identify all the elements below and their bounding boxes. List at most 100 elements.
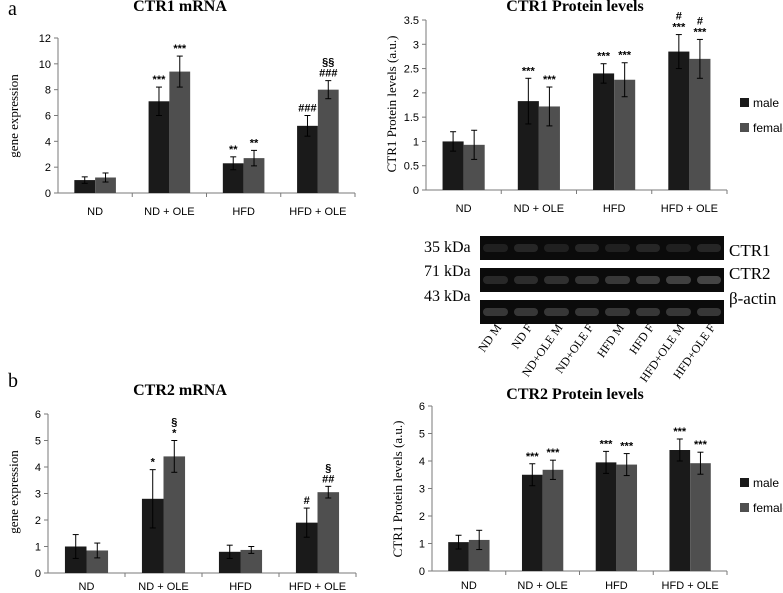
y-tick-label: 2 [35,515,41,527]
x-category-label: HFD + OLE [662,580,719,592]
blot-band [544,308,569,316]
blot-band [513,276,538,284]
bar [542,469,564,571]
legend-swatch [740,98,749,107]
y-tick-label: 0 [419,566,425,578]
panel-label-a: a [8,0,17,20]
blot-band [483,308,508,316]
blot-band [574,276,599,284]
blot-band [574,244,599,252]
chart-ctr2-protein: 0 1 2 3 4 5 6 CTR1 Protein levels (a.u.) ND ND + … [390,401,783,592]
significance-label: ### [298,103,316,115]
y-tick-label: 10 [39,59,51,71]
significance-label: §§ [322,57,334,69]
chart-title-ctr2-mrna: CTR2 mRNA [133,382,227,399]
y-tick-label: 4 [419,456,425,468]
blot-band [696,308,721,316]
x-category-label: HFD + OLE [661,203,718,215]
x-category-label: HFD + OLE [289,581,346,593]
bar [689,58,711,190]
bar [614,79,636,190]
significance-label: *** [600,438,614,450]
blot-band [635,276,660,284]
y-tick-label: 5 [419,429,425,441]
bar [538,106,560,190]
blot-band [544,244,569,252]
blot-kda-ctr2: 71 kDa [424,263,471,280]
y-tick-label: 3 [35,489,41,501]
significance-label: ## [322,473,334,485]
blot-kda-ctr1: 35 kDa [424,239,471,256]
significance-label: *** [694,439,708,451]
legend-label: male [753,96,779,110]
blot-row-ctr2 [480,268,724,292]
y-tick-label: 2 [45,162,51,174]
legend-swatch [740,478,749,487]
bar [463,144,485,190]
blot-band [483,276,508,284]
bar [148,101,170,193]
bar [74,180,96,193]
bar [593,73,615,190]
significance-label: *** [522,65,536,77]
y-tick-label: 1 [419,539,425,551]
y-axis-label: CTR1 Protein levels (a.u.) [384,36,399,173]
y-tick-label: 5 [35,436,41,448]
x-category-label: HFD [603,203,626,215]
bar [668,51,690,191]
bar [468,539,490,571]
x-category-label: ND [87,206,103,218]
y-tick-label: 1 [35,542,41,554]
chart-title-ctr1-mrna: CTR1 mRNA [133,0,227,15]
bar [95,177,116,193]
blot-band [635,308,660,316]
significance-label: *** [543,74,557,86]
western-blot [480,236,724,332]
x-category-label: HFD [229,581,252,593]
bar [163,456,186,573]
x-category-label: ND + OLE [517,580,567,592]
bar [64,546,87,573]
bar [222,163,244,193]
significance-label: *** [693,26,707,38]
x-category-label: ND + OLE [138,581,188,593]
y-axis-label: gene expression [6,74,21,158]
bar [218,551,241,573]
y-tick-label: 4 [45,136,51,148]
bar [448,542,469,571]
significance-label: *** [173,43,187,55]
bar [295,522,318,573]
blot-band [666,276,691,284]
y-tick-label: 3 [419,484,425,496]
y-tick-label: 6 [45,111,51,123]
blot-band [666,244,691,252]
significance-label: *** [597,51,611,63]
bar [616,464,638,571]
y-tick-label: 3.5 [404,15,419,27]
x-category-label: ND [79,581,95,593]
significance-label: ### [319,68,337,80]
blot-protein-ctr2: CTR2 [729,264,771,283]
y-tick-label: 0 [45,188,51,200]
blot-band [666,308,691,316]
blot-band [544,276,569,284]
bar [243,158,265,193]
blot-band [513,308,538,316]
significance-label: *** [547,447,561,459]
legend-swatch [740,123,749,132]
blot-row-beta-actin [480,300,724,324]
blot-band [696,244,721,252]
y-tick-label: 2 [419,511,425,523]
bar [141,498,164,573]
blot-protein-beta-actin: β-actin [729,289,777,308]
bar [690,463,711,571]
legend-label: female [753,121,783,135]
significance-label: *** [620,441,634,453]
blot-band [605,276,630,284]
y-tick-label: 0 [413,185,419,197]
y-tick-label: 0 [35,568,41,580]
significance-label: # [304,495,310,507]
legend-swatch [740,503,749,512]
significance-label: # [697,15,703,27]
